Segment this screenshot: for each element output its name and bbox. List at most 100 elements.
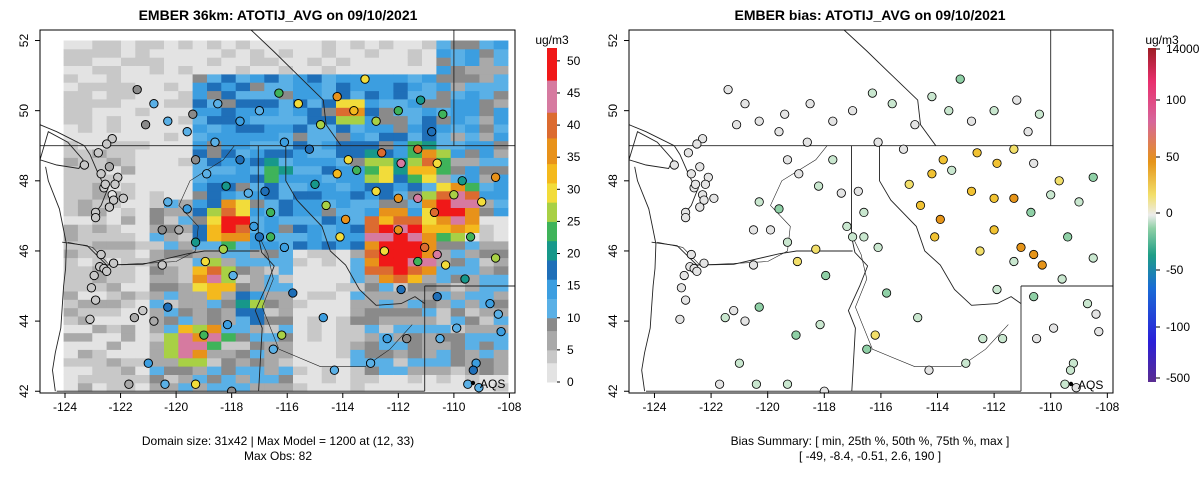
- grid-cell: [307, 299, 322, 309]
- grid-cell: [164, 157, 179, 167]
- map-line: [67, 145, 235, 266]
- colorbar-tick-label: 14000: [1166, 42, 1200, 56]
- grid-cell: [207, 199, 222, 208]
- grid-cell: [149, 165, 165, 175]
- grid-cell: [407, 282, 423, 292]
- bias-site-marker: [748, 260, 759, 270]
- grid-cell: [364, 40, 380, 50]
- grid-cell: [207, 341, 222, 350]
- grid-cell: [250, 282, 265, 292]
- grid-cell: [321, 40, 337, 50]
- obs-site-marker: [104, 162, 115, 172]
- grid-cell: [192, 215, 208, 225]
- grid-cell: [364, 249, 380, 259]
- grid-cell: [250, 90, 265, 100]
- grid-cell: [149, 199, 165, 208]
- grid-cell: [77, 349, 93, 359]
- obs-site-marker: [474, 383, 484, 393]
- grid-cell: [450, 282, 466, 292]
- grid-cell: [149, 132, 165, 142]
- grid-cell: [493, 366, 509, 375]
- obs-site-marker: [279, 137, 290, 147]
- x-tick-label: -114: [331, 400, 354, 414]
- bias-site-marker: [881, 288, 892, 298]
- grid-cell: [92, 215, 107, 225]
- grid-cell: [436, 157, 452, 167]
- grid-cell: [479, 157, 495, 167]
- grid-cell: [121, 48, 136, 58]
- grid-cell: [393, 57, 409, 66]
- grid-cell: [121, 349, 136, 359]
- grid-cell: [92, 307, 107, 317]
- grid-cell: [321, 274, 337, 284]
- y-tick-label: 50: [17, 104, 31, 118]
- grid-cell: [293, 165, 308, 175]
- bias-site-marker: [819, 386, 829, 393]
- grid-cell: [106, 249, 122, 259]
- grid-cell: [135, 174, 150, 183]
- bias-site-marker: [859, 232, 869, 242]
- grid-cell: [221, 266, 236, 275]
- grid-cell: [336, 124, 351, 133]
- grid-cell: [121, 199, 136, 208]
- obs-site-marker: [457, 176, 467, 186]
- grid-cell: [450, 40, 466, 50]
- grid-cell: [479, 249, 495, 259]
- obs-site-marker: [90, 295, 101, 305]
- grid-cell: [264, 240, 279, 250]
- grid-cell: [307, 115, 322, 125]
- grid-cell: [278, 274, 294, 284]
- grid-cell: [235, 82, 251, 92]
- grid-cell: [250, 190, 265, 200]
- colorbar-tick-label: 20: [567, 247, 581, 261]
- x-tick-label: -108: [497, 400, 521, 414]
- obs-site-marker: [160, 379, 170, 389]
- grid-cell: [465, 291, 480, 300]
- grid-cell: [235, 357, 251, 367]
- grid-cell: [364, 149, 380, 158]
- obs-site-marker: [340, 214, 351, 225]
- grid-cell: [164, 366, 179, 375]
- grid-cell: [493, 149, 509, 158]
- bias-site-marker: [1023, 127, 1033, 137]
- colorbar-segment: [547, 317, 557, 332]
- grid-cell: [321, 341, 337, 350]
- grid-cell: [135, 357, 150, 367]
- grid-cell: [321, 282, 337, 292]
- grid-cell: [149, 341, 165, 350]
- grid-cell: [264, 165, 279, 175]
- grid-cell: [307, 124, 322, 133]
- grid-cell: [436, 357, 452, 367]
- bias-site-marker: [700, 179, 711, 189]
- grid-cell: [149, 90, 165, 100]
- grid-cell: [293, 48, 308, 58]
- grid-cell: [192, 341, 208, 350]
- grid-cell: [465, 149, 480, 158]
- grid-cell: [465, 257, 480, 267]
- grid-cell: [92, 332, 107, 342]
- grid-cell: [436, 165, 452, 175]
- grid-cell: [178, 115, 193, 125]
- grid-cell: [307, 374, 322, 384]
- grid-cell: [178, 90, 193, 100]
- grid-cell: [235, 240, 251, 250]
- grid-cell: [121, 299, 136, 309]
- obs-site-marker: [265, 207, 276, 218]
- bias-site-marker: [915, 200, 926, 210]
- grid-cell: [278, 190, 294, 200]
- grid-cell: [135, 282, 150, 292]
- obs-site-marker: [332, 169, 342, 179]
- grid-cell: [250, 182, 265, 192]
- grid-cell: [465, 215, 480, 225]
- right-x-ticks: -124 -122 -120 -118 -116 -114 -112 -110 -108: [642, 393, 1120, 414]
- bias-site-marker: [686, 169, 696, 179]
- grid-cell: [465, 240, 480, 250]
- grid-cell: [77, 207, 93, 217]
- grid-cell: [178, 316, 193, 325]
- grid-cell: [235, 341, 251, 350]
- grid-cell: [135, 65, 150, 75]
- grid-cell: [207, 65, 222, 75]
- grid-cell: [450, 149, 466, 158]
- grid-cell: [164, 99, 179, 108]
- colorbar-segment: [547, 202, 557, 222]
